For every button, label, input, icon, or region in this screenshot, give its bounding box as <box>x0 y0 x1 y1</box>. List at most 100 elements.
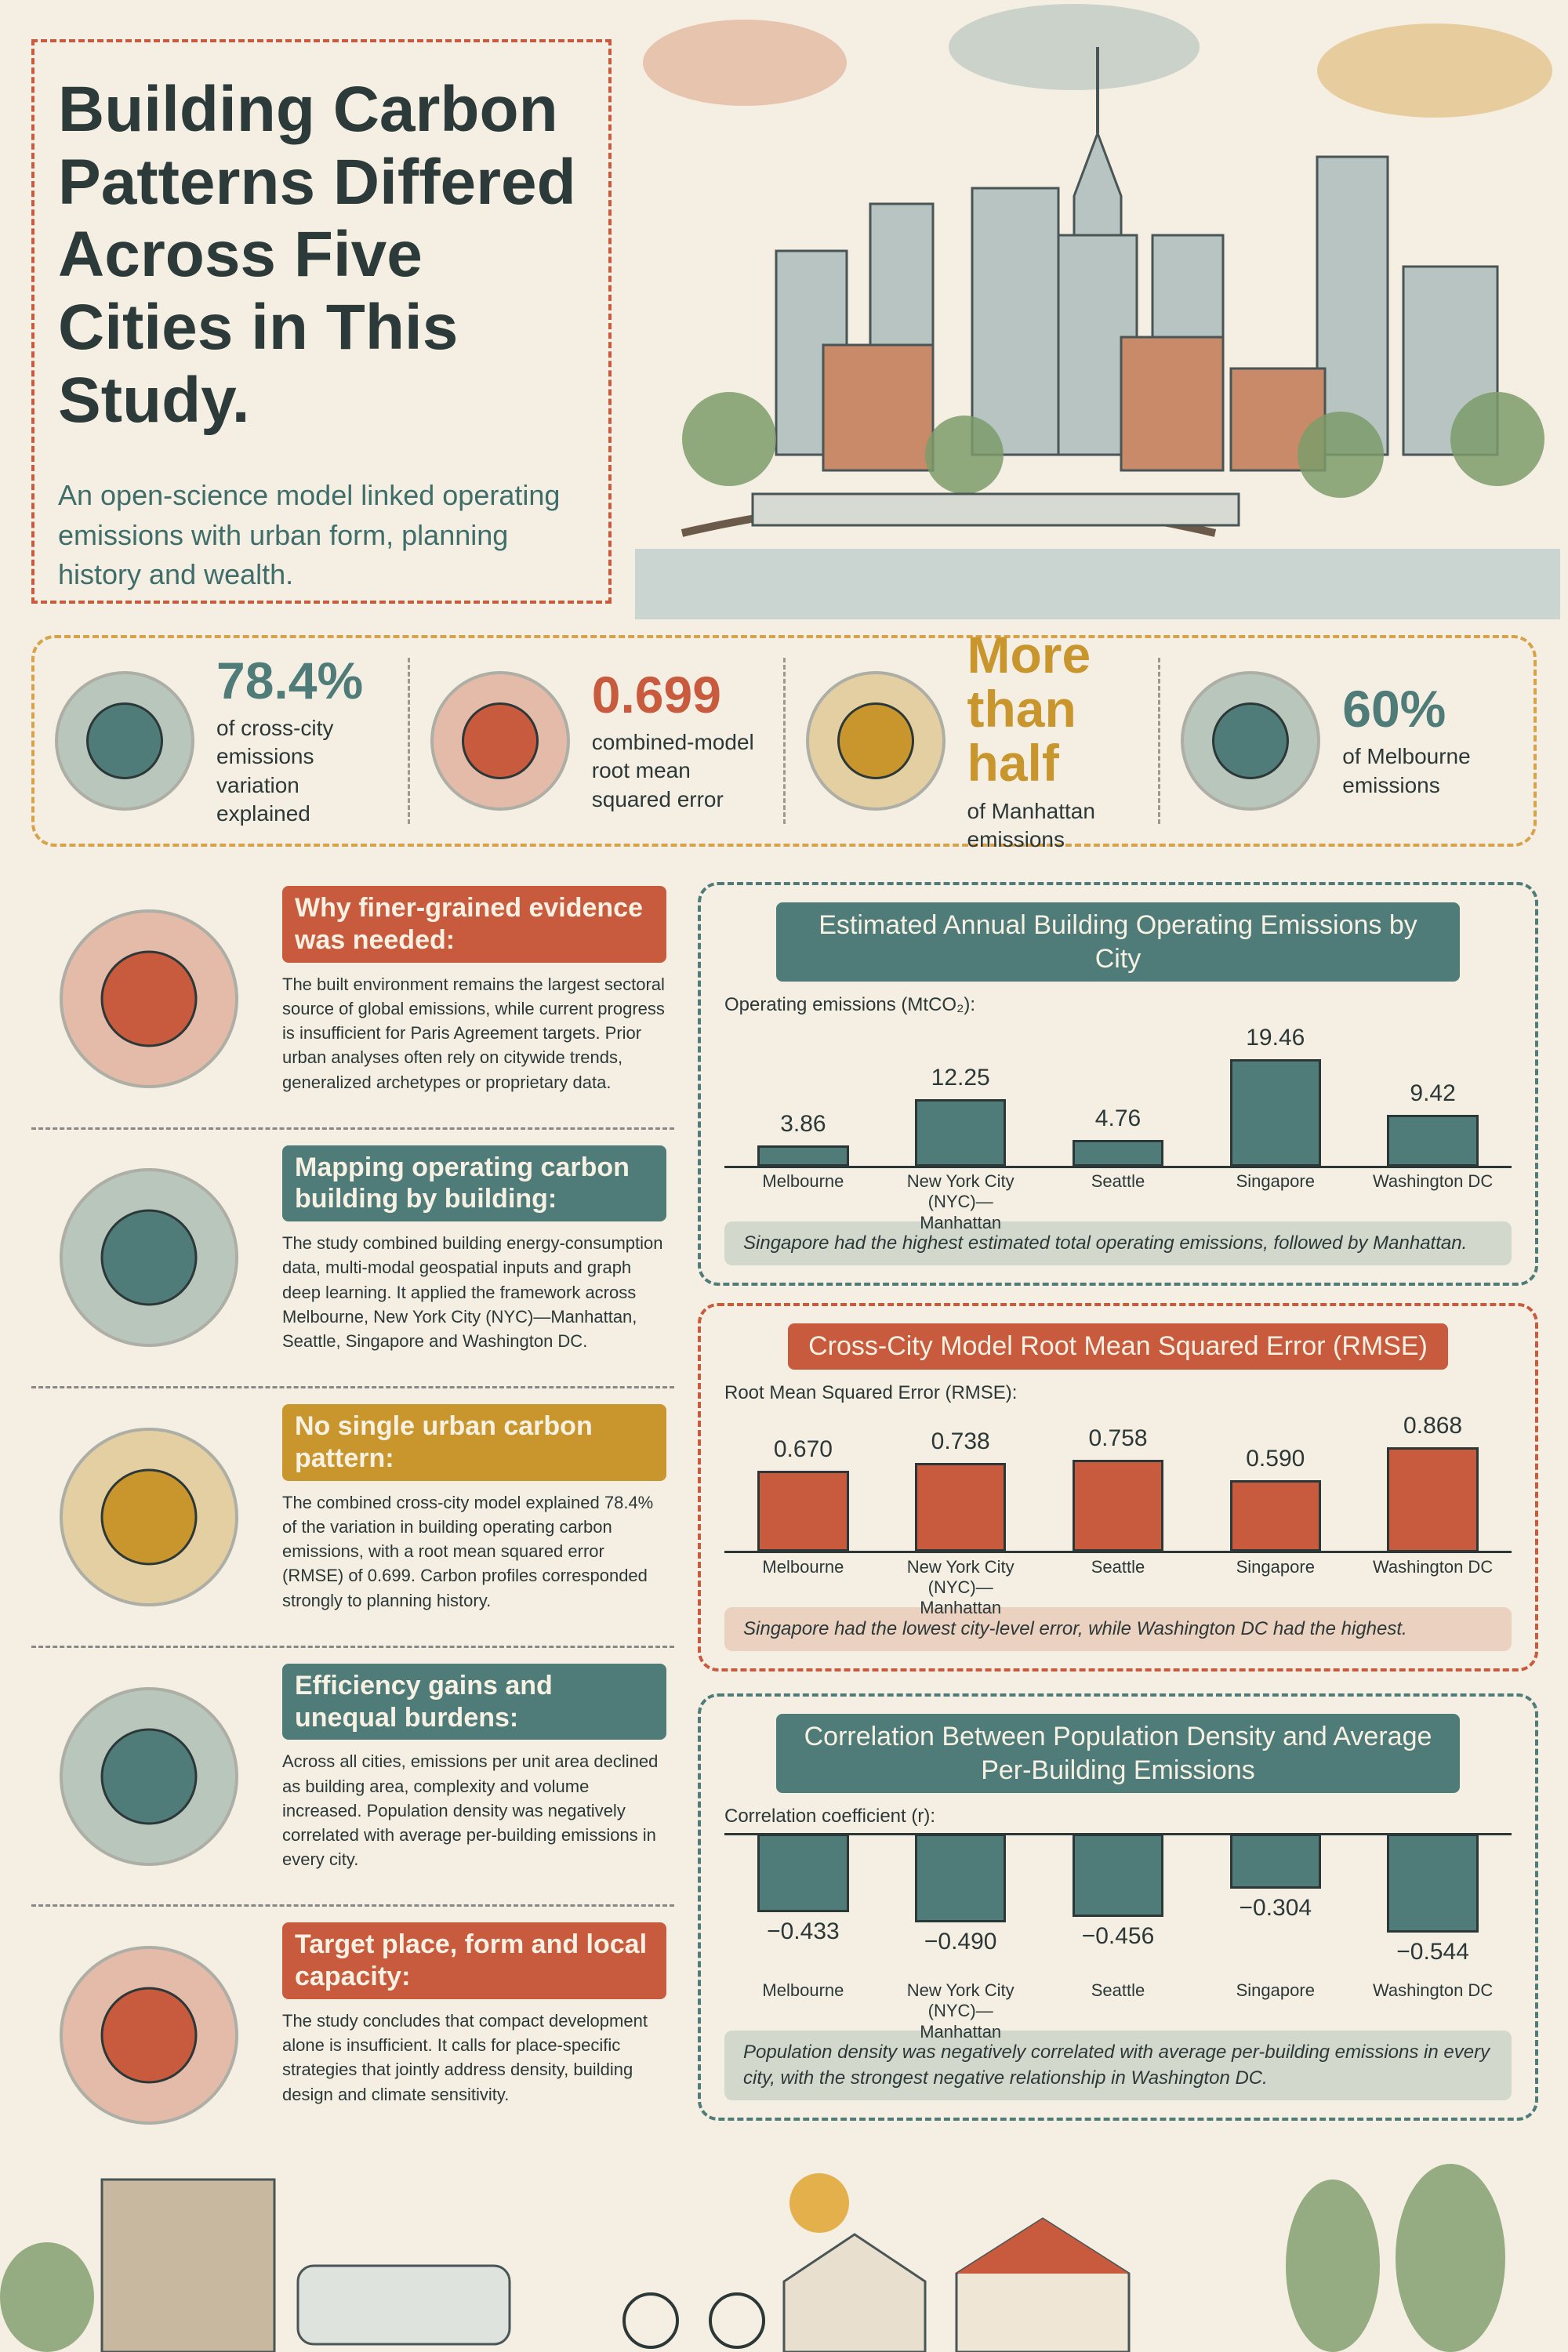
value-label: −0.544 <box>1396 1939 1469 1965</box>
value-label: 4.76 <box>1094 1105 1142 1132</box>
section-body: The study concludes that compact develop… <box>282 2010 648 2104</box>
value-label: 0.670 <box>773 1436 833 1463</box>
stat-text: 60% of Melbourne emissions <box>1342 679 1518 800</box>
stat-value: 60% <box>1342 679 1446 738</box>
icon <box>430 671 570 811</box>
section-icon <box>31 1922 267 2148</box>
section-body: The study combined building energy-consu… <box>282 1233 663 1352</box>
section: No single urban carbon pattern: The combi… <box>31 1388 674 1648</box>
skyline-illustration <box>635 4 1560 619</box>
x-tick-label: New York City (NYC)—Manhattan <box>906 1556 1014 1618</box>
section-body: The built environment remains the larges… <box>282 974 665 1092</box>
stat-label: combined-model root mean squared error <box>591 730 754 811</box>
bar <box>914 1834 1007 1923</box>
icon <box>805 671 946 811</box>
stat-label: of cross-city emissions variation explai… <box>216 715 334 826</box>
bar <box>757 1834 849 1913</box>
chart-note: Singapore had the highest estimated tota… <box>724 1221 1512 1265</box>
chart-title: Cross-City Model Root Mean Squared Error… <box>788 1323 1448 1370</box>
value-label: −0.456 <box>1081 1922 1155 1949</box>
section-heading: Target place, form and local capacity: <box>282 1922 666 1999</box>
y-axis-label: Root Mean Squared Error (RMSE): <box>724 1381 1018 1403</box>
value-label: −0.490 <box>924 1929 997 1955</box>
bar <box>1387 1114 1479 1167</box>
stat-text: 0.699 combined-model root mean squared er… <box>591 665 768 814</box>
y-axis-label: Correlation coefficient (r): <box>724 1806 935 1827</box>
x-tick-label: Melbourne <box>762 1171 844 1191</box>
bar <box>1229 1480 1322 1552</box>
x-tick-label: New York City (NYC)—Manhattan <box>906 1171 1014 1232</box>
icon <box>60 1168 238 1348</box>
x-tick-label: Singapore <box>1236 1171 1315 1191</box>
x-tick-label: New York City (NYC)—Manhattan <box>906 1980 1014 2042</box>
stat: 60% of Melbourne emissions <box>1160 658 1534 824</box>
section-body: The combined cross-city model explained … <box>282 1492 654 1610</box>
section-icon <box>31 1145 267 1371</box>
chart-panel: Correlation Between Population Density a… <box>698 1693 1538 2121</box>
section-heading: Efficiency gains and unequal burdens: <box>282 1663 666 1740</box>
stat: More than half of Manhattan emissions <box>786 627 1161 851</box>
bar <box>1072 1140 1164 1167</box>
value-label: 0.758 <box>1088 1425 1148 1452</box>
plot-area: 0.670 Melbourne 0.738 New York City (NYC)—M… <box>724 1404 1512 1617</box>
page-subtitle: An open-science model linked operating e… <box>58 479 561 591</box>
y-axis-label: Operating emissions (MtCO₂): <box>724 994 976 1015</box>
section-icon <box>31 886 267 1112</box>
section: Efficiency gains and unequal burdens: Acr… <box>31 1648 674 1907</box>
bar <box>1229 1059 1322 1167</box>
stat-label: of Melbourne emissions <box>1342 744 1471 797</box>
section-heading: Why finer-grained evidence was needed: <box>282 886 666 963</box>
value-label: 9.42 <box>1410 1080 1456 1106</box>
plot-area: −0.433 Melbourne −0.490 New York City (NYC)… <box>724 1828 1512 2042</box>
bar <box>1387 1446 1479 1552</box>
x-tick-label: Melbourne <box>762 1556 844 1577</box>
stat: 0.699 combined-model root mean squared er… <box>410 658 786 824</box>
value-label: −0.433 <box>767 1918 840 1945</box>
baseline <box>724 1551 1512 1553</box>
section: Why finer-grained evidence was needed: Th… <box>31 870 674 1130</box>
icon <box>1181 671 1321 811</box>
value-label: 0.738 <box>931 1428 990 1454</box>
plot-area: 3.86 Melbourne 12.25 New York City (NYC)—Ma… <box>724 1016 1512 1232</box>
x-tick-label: Seattle <box>1091 1171 1145 1191</box>
section-text: Mapping operating carbon building by bui… <box>282 1145 666 1371</box>
section-text: Efficiency gains and unequal burdens: Acr… <box>282 1663 666 1889</box>
section-icon <box>31 1404 267 1630</box>
x-tick-label: Washington DC <box>1372 1171 1494 1191</box>
section: Mapping operating carbon building by bui… <box>31 1130 674 1389</box>
value-label: 19.46 <box>1246 1025 1305 1051</box>
value-label: 0.868 <box>1403 1412 1463 1439</box>
icon <box>55 671 194 811</box>
value-label: −0.304 <box>1239 1895 1312 1922</box>
value-label: 12.25 <box>931 1064 990 1091</box>
bar <box>914 1462 1007 1552</box>
section-text: No single urban carbon pattern: The combi… <box>282 1404 666 1630</box>
baseline <box>724 1165 1512 1168</box>
page-title: Building Carbon Patterns Differed Across… <box>58 74 576 436</box>
footer-illustration <box>0 2164 1505 2352</box>
section: Target place, form and local capacity: Th… <box>31 1907 674 2164</box>
section-body: Across all cities, emissions per unit ar… <box>282 1751 659 1870</box>
section-heading: No single urban carbon pattern: <box>282 1404 666 1481</box>
section-icon <box>31 1664 267 1889</box>
stat-label: of Manhattan emissions <box>967 798 1095 851</box>
chart-note: Population density was negatively correl… <box>724 2031 1512 2100</box>
section-heading: Mapping operating carbon building by bui… <box>282 1145 666 1222</box>
x-tick-label: Washington DC <box>1372 1556 1494 1577</box>
bar <box>757 1471 849 1552</box>
x-tick-label: Seattle <box>1091 1556 1145 1577</box>
stat-value: 78.4% <box>216 651 364 710</box>
x-tick-label: Singapore <box>1236 1556 1315 1577</box>
chart-title: Correlation Between Population Density a… <box>776 1714 1460 1793</box>
x-tick-label: Singapore <box>1236 1980 1315 2000</box>
bar <box>1229 1834 1322 1889</box>
icon <box>60 1946 238 2125</box>
stat-text: 78.4% of cross-city emissions variation e… <box>216 651 392 829</box>
stat-value: 0.699 <box>591 665 721 724</box>
value-label: 0.590 <box>1246 1446 1305 1472</box>
bar <box>1072 1460 1164 1552</box>
chart-title: Estimated Annual Building Operating Emis… <box>776 902 1460 982</box>
x-tick-label: Melbourne <box>762 1980 844 2000</box>
stat-text: More than half of Manhattan emissions <box>967 627 1143 855</box>
